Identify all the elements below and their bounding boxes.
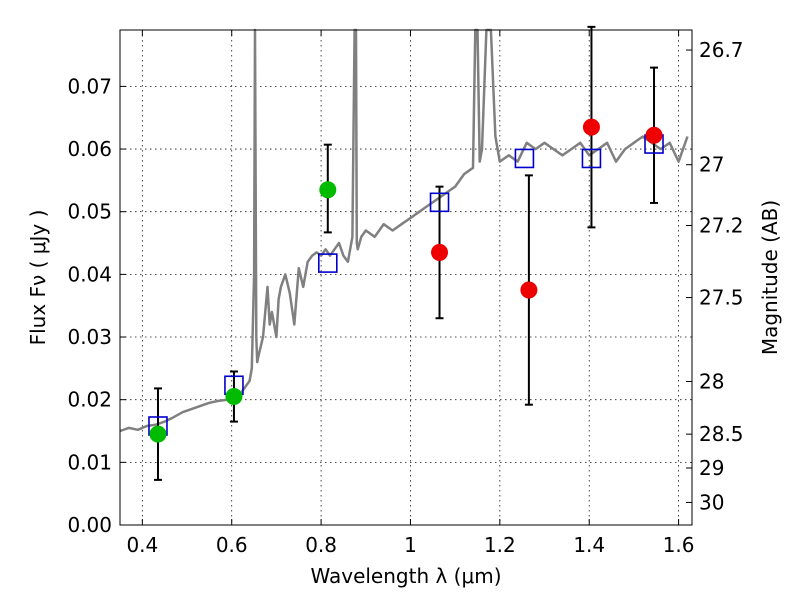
- y-tick-label: 0.01: [67, 450, 112, 474]
- x-axis-ticks: 0.4 0.6 0.8 1 1.2 1.4 1.6: [126, 30, 695, 557]
- x-tick-label: 0.6: [216, 533, 248, 557]
- y-tick-label: 0.02: [67, 388, 112, 412]
- y2-tick-label: 27: [699, 153, 724, 177]
- detection-point: [319, 181, 337, 199]
- y-axis-label: Flux Fν ( μJy ): [26, 210, 50, 346]
- y2-axis-label: Magnitude (AB): [758, 200, 782, 355]
- y2-tick-label: 27.5: [699, 286, 744, 310]
- low_sn-point: [582, 118, 600, 136]
- y-tick-label: 0.03: [67, 325, 112, 349]
- x-tick-label: 1: [404, 533, 417, 557]
- low_sn-point: [431, 243, 449, 261]
- y2-tick-label: 27.2: [699, 213, 744, 237]
- model-square-point: [429, 192, 450, 213]
- y-tick-label: 0.00: [67, 513, 112, 537]
- model-square-point: [581, 148, 602, 169]
- spectrum-line: [119, 28, 689, 433]
- x-axis-label: Wavelength λ (μm): [310, 564, 501, 588]
- y2-axis-ticks: 26.7 27 27.2 27.5 28 28.5 29 30: [686, 38, 744, 514]
- x-tick-label: 1.4: [573, 533, 605, 557]
- detection-point: [149, 425, 167, 443]
- spectrum-series: [119, 28, 689, 433]
- x-tick-label: 1.6: [663, 533, 695, 557]
- y2-tick-label: 30: [699, 490, 724, 514]
- errorbar-series: [153, 25, 659, 481]
- low_sn-point: [645, 126, 663, 144]
- model-square-point: [317, 253, 338, 273]
- y-tick-label: 0.07: [67, 74, 112, 98]
- x-tick-label: 0.8: [305, 533, 337, 557]
- plot-frame: [119, 29, 693, 526]
- y-tick-label: 0.04: [67, 262, 112, 286]
- detection-point: [225, 388, 243, 406]
- y2-tick-label: 29: [699, 456, 724, 480]
- y-tick-label: 0.05: [67, 200, 112, 224]
- grid-lines: [120, 30, 692, 526]
- y2-tick-label: 28.5: [699, 422, 744, 446]
- x-tick-label: 0.4: [126, 533, 158, 557]
- model-points-series: [148, 134, 664, 436]
- y2-tick-label: 26.7: [699, 38, 744, 62]
- photometry-points-series: [149, 118, 663, 443]
- model-square-point: [514, 148, 535, 169]
- y-axis-ticks: 0.00 0.01 0.02 0.03 0.04 0.05 0.06 0.07: [67, 74, 126, 537]
- y-tick-label: 0.06: [67, 137, 112, 161]
- x-tick-label: 1.2: [484, 533, 516, 557]
- low_sn-point: [520, 281, 538, 299]
- y2-tick-label: 28: [699, 370, 724, 394]
